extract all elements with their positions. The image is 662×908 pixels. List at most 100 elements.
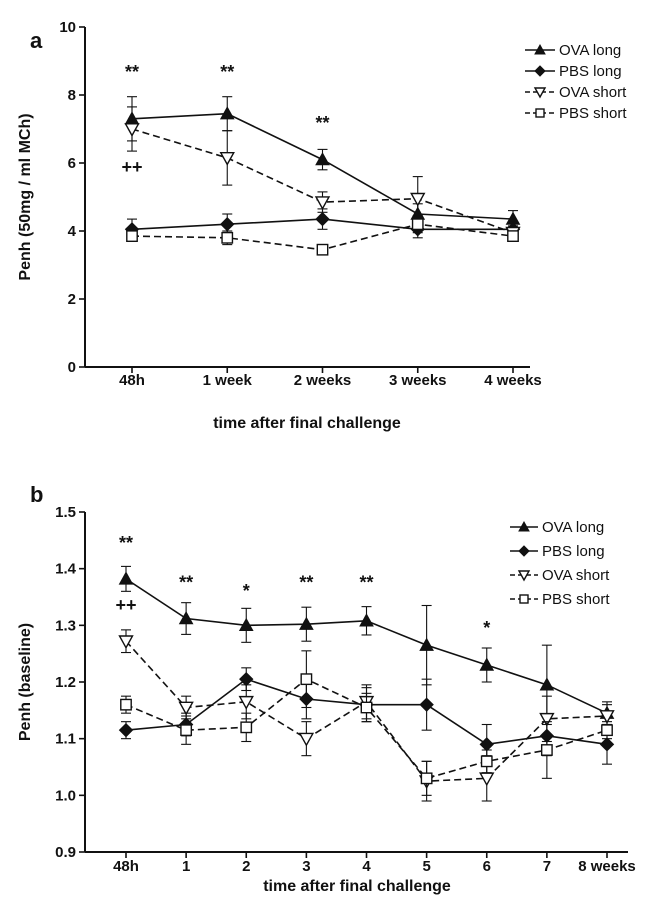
legend-label: OVA long [542,519,604,536]
x-tick-label: 6 [483,858,491,875]
data-point [419,637,434,651]
data-point [238,617,254,632]
panel-label: b [30,482,43,507]
data-point [238,695,254,710]
legend-label: PBS long [542,543,605,560]
y-tick-label: 1.3 [55,617,76,634]
data-point [315,152,330,166]
legend-label: OVA long [559,42,621,59]
legend-label: PBS long [559,63,622,80]
legend-label: PBS short [542,591,610,608]
data-point [314,196,331,211]
data-point [539,677,555,691]
x-tick-label: 48h [119,372,145,389]
x-tick-label: 4 weeks [484,372,542,389]
data-point [601,724,613,737]
legend-marker [534,65,546,77]
data-point [219,151,235,166]
data-point [118,571,134,585]
y-axis-title: Penh (baseline) [17,623,34,741]
data-point [539,712,555,727]
data-point [360,701,373,714]
legend-marker [517,570,531,582]
x-tick-label: 48h [113,858,139,875]
data-point [299,616,314,630]
y-tick-label: 6 [68,155,76,172]
data-point [420,772,433,785]
significance-label: ++ [115,595,136,615]
x-tick-label: 2 [242,858,250,875]
panel-label: a [30,28,43,53]
data-point [126,230,138,242]
panel-b: b 0.9 1.0 1.1 1.2 1.3 1.4 1.5 48h 1 2 3 4 5 6 7 8 weeks P… [17,482,636,895]
data-point [219,106,235,120]
data-point [540,744,553,756]
data-point [599,737,615,752]
y-tick-label: 0 [68,359,76,376]
x-tick-label: 3 [302,858,310,875]
legend-marker [535,108,545,118]
data-point [239,671,254,687]
x-axis-title: time after final challenge [213,415,401,432]
data-point [315,211,330,227]
significance-label: ++ [121,157,142,177]
data-point [359,613,374,627]
series-ova-long [118,565,615,726]
legend: OVA long PBS long OVA short PBS short [525,42,627,122]
y-tick-label: 1.0 [55,787,76,804]
data-point [298,732,315,747]
significance-label: ** [220,62,234,82]
data-point [599,710,615,724]
legend-marker [533,87,547,99]
significance-label: ** [179,573,193,593]
panel-a: a 0 2 4 6 8 10 48h 1 week 2 weeks 3 weeks 4 weeks Pe… [17,19,627,432]
x-tick-label: 7 [543,858,551,875]
data-point [507,230,519,242]
legend-marker [518,545,530,557]
x-tick-label: 5 [422,858,430,875]
data-point [300,673,313,686]
y-tick-label: 1.1 [55,731,76,748]
data-point [120,698,132,711]
x-axis-title: time after final challenge [263,878,451,895]
data-point [220,216,235,232]
significance-label: * [483,618,490,638]
x-tick-label: 2 weeks [294,372,352,389]
data-point [480,755,493,768]
x-tick-label: 1 [182,858,190,875]
data-point [118,635,134,650]
y-tick-label: 8 [68,87,76,104]
x-tick-label: 3 weeks [389,372,447,389]
data-point [419,697,434,712]
data-point [180,724,193,737]
significance-label: ** [359,573,373,593]
significance-label: ** [119,533,133,553]
data-point [221,231,234,244]
legend-marker [518,520,530,532]
significance-label: * [243,581,250,601]
data-point [410,192,426,207]
significance-label: ** [299,573,313,593]
legend-label: OVA short [542,567,610,584]
x-tick-label: 8 weeks [578,858,636,875]
data-point [118,722,134,738]
legend-marker [534,43,546,55]
y-tick-label: 1.2 [55,674,76,691]
series-pbs-short [120,650,613,796]
data-point [479,657,495,671]
y-axis-title: Penh (50mg / ml MCh) [17,113,34,280]
y-tick-label: 10 [59,19,76,36]
legend-label: OVA short [559,84,627,101]
data-point [411,218,424,231]
data-point [240,721,253,734]
data-point [178,701,194,716]
y-tick-label: 0.9 [55,844,76,861]
legend: OVA long PBS long OVA short PBS short [510,519,610,608]
data-point [479,737,494,752]
data-point [124,123,140,137]
data-point [316,243,329,256]
y-tick-label: 2 [68,291,76,308]
y-tick-label: 1.4 [55,561,77,578]
data-point [178,611,194,625]
